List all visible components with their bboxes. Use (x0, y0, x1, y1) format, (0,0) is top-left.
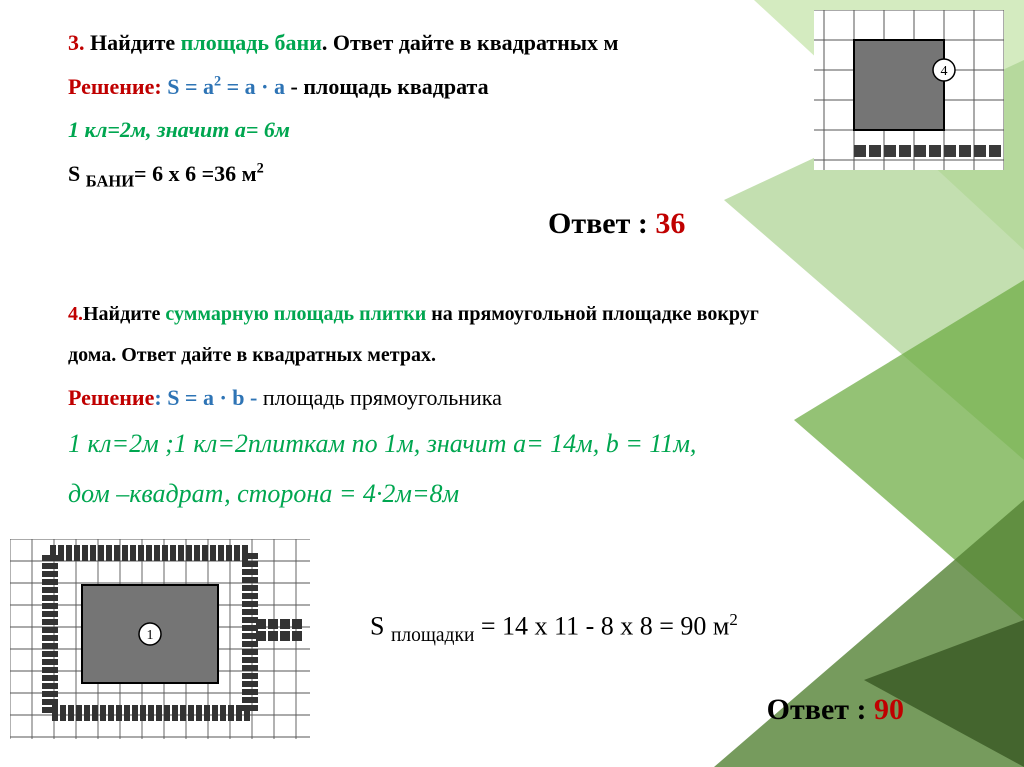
problem4-question: 4.Найдите суммарную площадь плитки на пр… (68, 301, 964, 328)
problem4-formula: S площадки = 14 х 11 - 8 х 8 = 90 м2 (370, 610, 738, 647)
problem4-condition1: 1 кл=2м ;1 кл=2плиткам по 1м, значит а= … (68, 426, 964, 461)
problem3-answer: Ответ : 36 (548, 207, 964, 241)
problem4-answer: Ответ : 90 (767, 693, 904, 727)
problem4-solution: Решение: S = а · b - площадь прямоугольн… (68, 383, 964, 413)
problem4-condition2: дом –квадрат, сторона = 4·2м=8м (68, 476, 964, 511)
diagram1-label: 1 (147, 628, 154, 643)
diagram-building-1: 1 (10, 539, 310, 739)
diagram-building-4: 4 (814, 10, 1004, 170)
diagram4-label: 4 (941, 64, 948, 79)
problem4-question-line2: дома. Ответ дайте в квадратных метрах. (68, 342, 964, 369)
